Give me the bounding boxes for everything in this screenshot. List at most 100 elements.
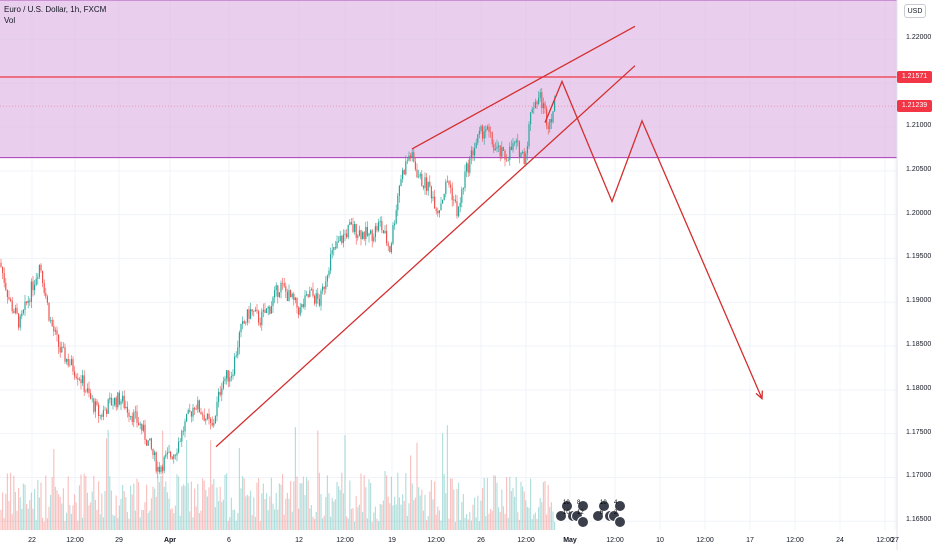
event-marker-group[interactable] bbox=[571, 500, 591, 528]
projection-path[interactable] bbox=[544, 79, 763, 399]
volume-bar bbox=[488, 513, 490, 530]
candle-body bbox=[141, 423, 143, 431]
candle-body bbox=[178, 441, 180, 453]
candle-body bbox=[354, 224, 356, 232]
candle-body bbox=[522, 151, 524, 153]
volume-label[interactable]: Vol bbox=[4, 16, 16, 25]
candle-body bbox=[126, 406, 128, 413]
candle-body bbox=[416, 169, 418, 178]
candle-body bbox=[286, 291, 288, 301]
candle-body bbox=[109, 397, 111, 400]
volume-bar bbox=[59, 496, 61, 530]
avatar-icon[interactable] bbox=[614, 500, 626, 512]
volume-bar bbox=[424, 494, 426, 530]
volume-bar bbox=[437, 506, 439, 530]
candle-body bbox=[67, 358, 69, 366]
volume-bar bbox=[382, 500, 384, 530]
candle-body bbox=[262, 309, 264, 312]
event-count: 6 bbox=[600, 510, 604, 516]
volume-bar bbox=[304, 495, 306, 530]
volume-bar bbox=[386, 475, 388, 530]
avatar-icon[interactable] bbox=[561, 500, 573, 512]
volume-bar bbox=[533, 514, 535, 530]
currency-button[interactable]: USD bbox=[904, 4, 926, 18]
candle-body bbox=[123, 395, 125, 409]
drawings[interactable] bbox=[215, 25, 763, 448]
volume-bar bbox=[421, 489, 423, 530]
candle-body bbox=[314, 295, 316, 304]
candle-body bbox=[421, 173, 423, 187]
candle-body bbox=[0, 262, 2, 267]
volume-bar bbox=[526, 506, 528, 530]
volume-bar bbox=[387, 496, 389, 530]
candle-body bbox=[112, 404, 114, 406]
event-marker-group[interactable] bbox=[608, 500, 628, 528]
volume-bar bbox=[211, 484, 213, 530]
candle-body bbox=[106, 409, 108, 414]
volume-bar bbox=[528, 507, 530, 530]
avatar-icon[interactable] bbox=[577, 516, 589, 528]
volume-bar bbox=[51, 477, 53, 530]
candle-body bbox=[248, 309, 250, 319]
volume-bar bbox=[472, 504, 474, 530]
candle-body bbox=[478, 130, 480, 135]
candle-body bbox=[374, 226, 376, 238]
candle-body bbox=[554, 99, 556, 112]
candle-body bbox=[394, 223, 396, 226]
volume-bar bbox=[152, 486, 154, 530]
price-tick-label: 1.21000 bbox=[906, 122, 932, 130]
volume-bar bbox=[493, 475, 495, 530]
candle-body bbox=[458, 206, 460, 217]
candle-body bbox=[40, 264, 42, 271]
volume-bar bbox=[170, 509, 172, 530]
volume-bar bbox=[104, 491, 106, 530]
candle-body bbox=[362, 232, 364, 240]
time-tick-label: 12:00 bbox=[786, 537, 804, 544]
trend-line[interactable] bbox=[411, 25, 636, 150]
volume-bar bbox=[403, 500, 405, 530]
volume-bar bbox=[486, 477, 488, 530]
volume-bar bbox=[200, 510, 202, 530]
volume-bar bbox=[234, 509, 236, 530]
avatar-icon[interactable] bbox=[555, 510, 567, 522]
avatar-icon[interactable] bbox=[577, 500, 589, 512]
volume-bar bbox=[339, 490, 341, 530]
candle-body bbox=[210, 418, 212, 423]
candle-body bbox=[230, 376, 232, 378]
symbol-title[interactable]: Euro / U.S. Dollar, 1h, FXCM bbox=[4, 5, 107, 14]
candle-body bbox=[430, 186, 432, 199]
volume-bar bbox=[536, 518, 538, 530]
candle-body bbox=[134, 411, 136, 413]
candle-body bbox=[258, 311, 260, 323]
candle-body bbox=[174, 454, 176, 456]
candle-body bbox=[395, 210, 397, 224]
avatar-icon[interactable] bbox=[592, 510, 604, 522]
volume-bar bbox=[438, 510, 440, 530]
resistance-zone[interactable] bbox=[0, 0, 897, 158]
avatar-icon[interactable] bbox=[614, 516, 626, 528]
volume-bar bbox=[477, 495, 479, 530]
volume-bar bbox=[381, 504, 383, 530]
trend-line[interactable] bbox=[215, 65, 636, 448]
candle-body bbox=[461, 189, 463, 203]
volume-bar bbox=[430, 479, 432, 530]
volume-bar bbox=[334, 499, 336, 530]
avatar-icon[interactable] bbox=[598, 500, 610, 512]
volume-bar bbox=[349, 480, 351, 530]
volume-bar bbox=[408, 503, 410, 530]
candle-body bbox=[378, 221, 380, 231]
volume-bar bbox=[413, 499, 415, 530]
volume-bar bbox=[110, 490, 112, 530]
volume-bar bbox=[13, 475, 15, 530]
volume-bar bbox=[459, 519, 461, 530]
candle-body bbox=[446, 181, 448, 182]
volume-bar bbox=[192, 517, 194, 530]
volume-bar bbox=[362, 511, 364, 530]
price-tick-label: 1.16500 bbox=[906, 516, 932, 524]
candle-body bbox=[304, 295, 306, 307]
volume-bar bbox=[90, 502, 92, 530]
candle-body bbox=[333, 247, 335, 251]
price-tick-label: 1.17000 bbox=[906, 472, 932, 480]
